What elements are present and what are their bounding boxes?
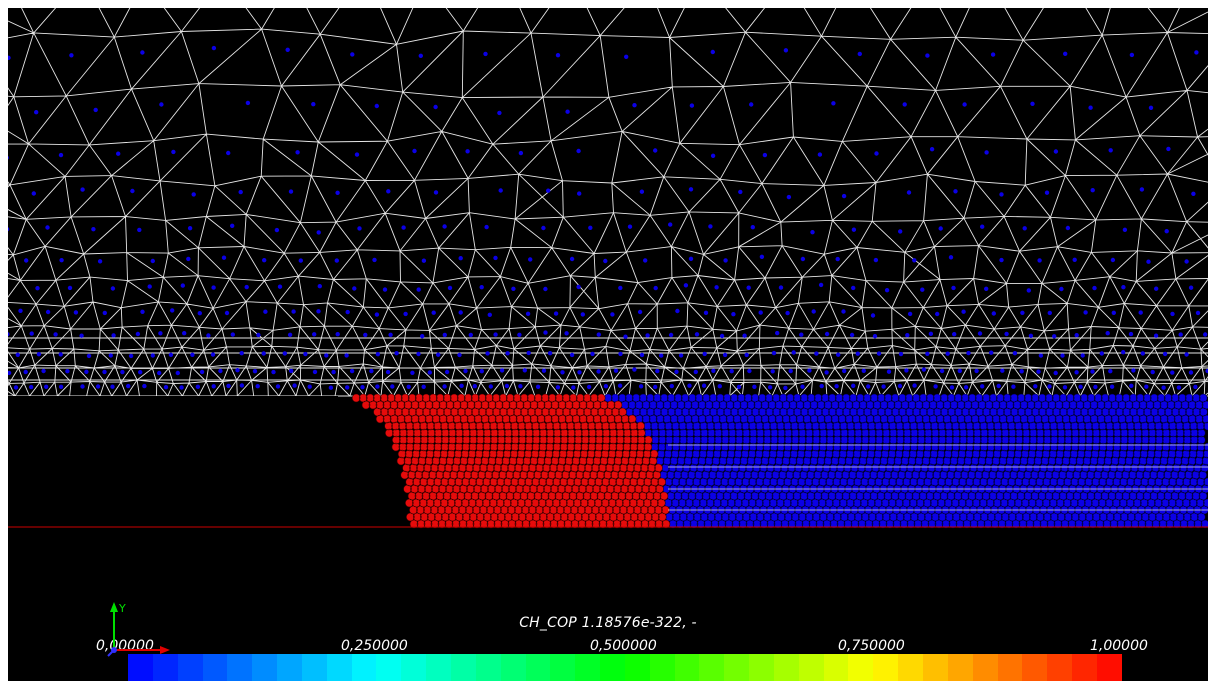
legend-swatch xyxy=(624,654,650,681)
solid-mesh-lines xyxy=(668,444,1208,511)
color-legend-bar xyxy=(128,654,1122,681)
legend-swatch xyxy=(773,654,799,681)
legend-swatch xyxy=(997,654,1023,681)
legend-title: CH_COP 1.18576e-322, - xyxy=(519,615,697,631)
legend-swatch xyxy=(152,654,178,681)
legend-swatch xyxy=(326,654,352,681)
legend-swatch xyxy=(277,654,302,681)
legend-swatch xyxy=(500,654,526,681)
legend-swatch xyxy=(600,654,625,681)
legend-tick-3: 0,750000 xyxy=(838,638,905,654)
legend-swatch xyxy=(699,654,725,681)
legend-swatch xyxy=(202,654,228,681)
legend-swatch xyxy=(923,654,948,681)
legend-swatch xyxy=(724,654,750,681)
triangle-mesh xyxy=(8,8,1208,397)
legend-swatch xyxy=(376,654,402,681)
mesh-edges xyxy=(8,8,1208,397)
solid-particles-low xyxy=(603,393,1208,529)
z-axis-dot-icon xyxy=(111,647,117,653)
solid-particles-high xyxy=(351,393,671,529)
render-viewport[interactable]: CH_COP 1.18576e-322, - 0,00000 0,250000 … xyxy=(8,8,1208,681)
legend-swatch xyxy=(1022,654,1048,681)
legend-swatch xyxy=(128,654,153,681)
legend-swatch xyxy=(252,654,278,681)
axes-orientation-triad: Y xyxy=(107,602,170,657)
x-axis-arrowhead-icon xyxy=(160,646,170,654)
legend-swatch xyxy=(972,654,998,681)
legend-swatch xyxy=(351,654,377,681)
fluid-particles xyxy=(8,45,1208,391)
legend-tick-4: 1,00000 xyxy=(1090,638,1148,654)
legend-tick-1: 0,250000 xyxy=(341,638,408,654)
legend-swatch xyxy=(749,654,774,681)
solid-region-left xyxy=(8,396,338,528)
legend-swatch xyxy=(550,654,576,681)
legend-swatch xyxy=(426,654,451,681)
legend-swatch xyxy=(1047,654,1073,681)
legend-swatch xyxy=(227,654,253,681)
legend-swatch xyxy=(823,654,849,681)
legend-swatch xyxy=(177,654,203,681)
legend-swatch xyxy=(898,654,923,681)
legend-swatch xyxy=(475,654,501,681)
legend-swatch xyxy=(1072,654,1097,681)
legend-swatch xyxy=(301,654,327,681)
legend-swatch xyxy=(947,654,973,681)
fluid-particle-dots xyxy=(8,45,1208,391)
solid-particles xyxy=(351,393,1208,529)
legend-swatch xyxy=(450,654,476,681)
legend-swatch xyxy=(798,654,824,681)
y-axis-arrowhead-icon xyxy=(110,602,118,612)
legend-swatch xyxy=(873,654,899,681)
legend-tick-2: 0,500000 xyxy=(590,638,657,654)
y-axis-label: Y xyxy=(118,602,126,615)
mesh-canvas[interactable] xyxy=(8,8,1208,681)
legend-swatch xyxy=(525,654,551,681)
legend-swatch xyxy=(575,654,601,681)
legend-swatch xyxy=(848,654,874,681)
legend-swatch xyxy=(1096,654,1122,681)
legend-swatch xyxy=(649,654,675,681)
legend-swatch xyxy=(674,654,700,681)
legend-swatch xyxy=(401,654,427,681)
